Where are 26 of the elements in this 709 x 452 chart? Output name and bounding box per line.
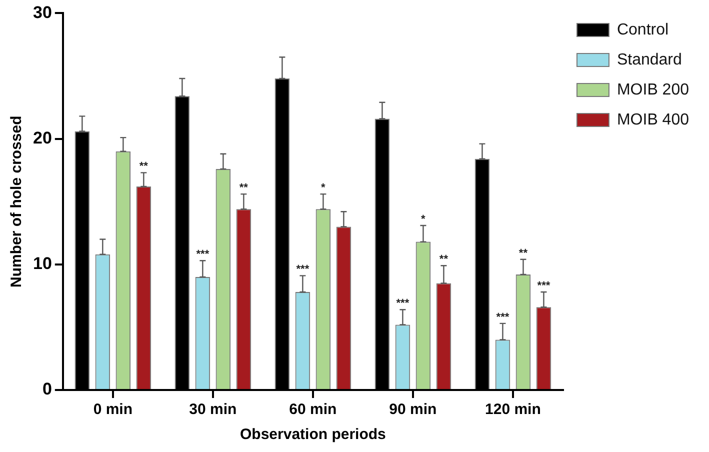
x-tick-label: 60 min xyxy=(289,401,337,418)
annotation: ** xyxy=(439,254,449,266)
y-axis-title: Number of hole crossed xyxy=(8,116,26,288)
y-tick-label: 20 xyxy=(32,128,52,148)
annotation: ** xyxy=(518,247,528,260)
legend-label: MOIB 200 xyxy=(616,81,690,98)
y-tick-label: 10 xyxy=(32,254,52,274)
x-tick-label: 30 min xyxy=(189,401,237,418)
annotation: *** xyxy=(396,298,410,310)
x-tick-label: 0 min xyxy=(93,401,133,418)
legend-label: Control xyxy=(616,21,669,38)
annotation: *** xyxy=(537,280,551,292)
annotation: * xyxy=(421,213,426,226)
annotation: * xyxy=(321,182,326,194)
x-tick-label: 120 min xyxy=(485,401,541,418)
annotation: ** xyxy=(239,182,249,194)
annotation: *** xyxy=(496,311,510,324)
legend-label: Standard xyxy=(616,51,682,68)
y-tick-label: 30 xyxy=(32,2,52,22)
annotation: ** xyxy=(139,160,149,173)
y-tick-label: 0 xyxy=(42,380,52,399)
annotation: *** xyxy=(196,248,210,261)
x-axis-title: Observation periods xyxy=(240,426,386,444)
annotation: *** xyxy=(296,264,310,276)
legend-label: MOIB 400 xyxy=(616,111,690,128)
x-tick-label: 90 min xyxy=(389,401,437,418)
